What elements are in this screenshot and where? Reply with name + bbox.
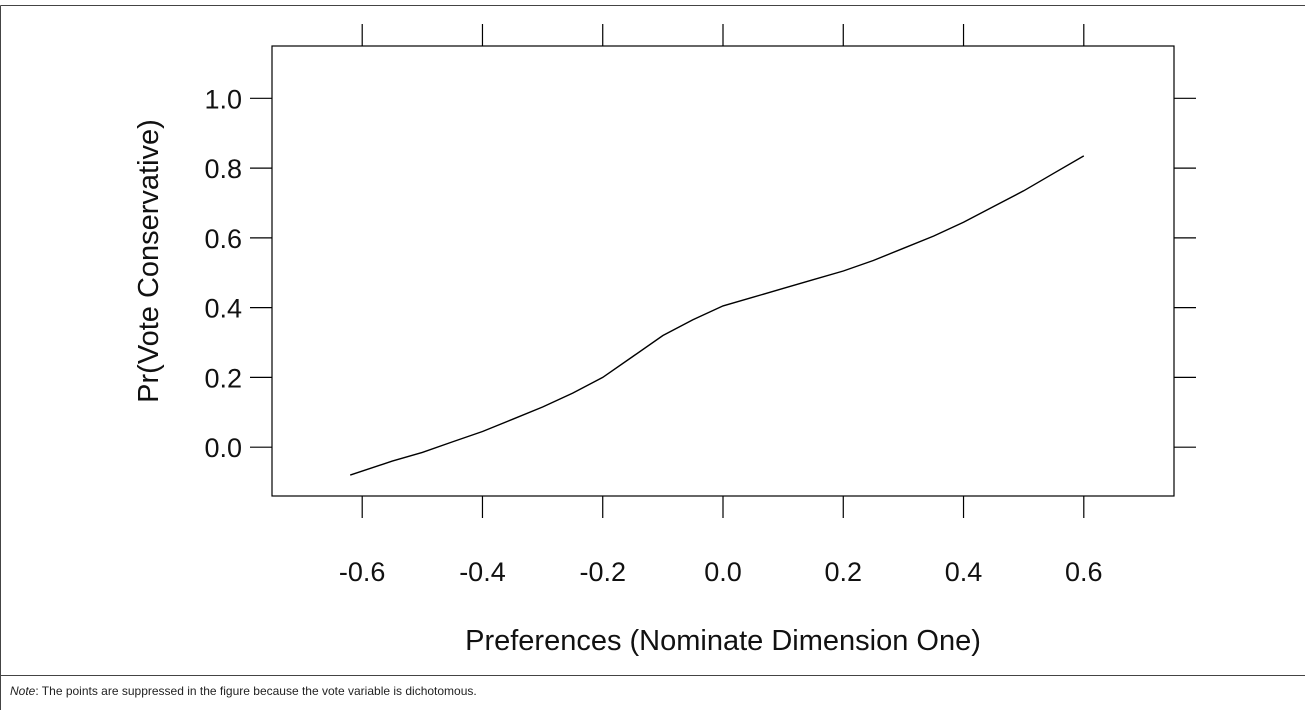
series-line: [349, 155, 1085, 476]
x-tick-label: 0.6: [1065, 557, 1103, 587]
tick-marks: [250, 24, 1196, 518]
y-tick-label: 0.8: [204, 154, 242, 184]
x-tick-label: 0.2: [824, 557, 862, 587]
x-tick-label: -0.2: [579, 557, 626, 587]
tick-labels: -0.6 -0.4 -0.2 0.0 0.2 0.4 0.6 0.0 0.2 0.4 0.6 0.8 1…: [204, 84, 1102, 587]
figure-note: Note: The points are suppressed in the f…: [10, 684, 477, 698]
x-axis-title: Preferences (Nominate Dimension One): [465, 625, 981, 657]
x-tick-label: 0.4: [945, 557, 983, 587]
y-tick-label: 0.2: [204, 363, 242, 393]
x-tick-label: -0.4: [459, 557, 506, 587]
y-tick-label: 0.4: [204, 294, 242, 324]
plot-area-border: [271, 45, 1175, 497]
note-text: : The points are suppressed in the figur…: [35, 684, 477, 698]
x-tick-label: 0.0: [704, 557, 742, 587]
note-label: Note: [10, 684, 36, 698]
y-tick-label: 0.0: [204, 433, 242, 463]
chart-svg: -0.6 -0.4 -0.2 0.0 0.2 0.4 0.6 0.0 0.2 0.4 0.6 0.8 1…: [133, 24, 1196, 657]
x-tick-label: -0.6: [339, 557, 386, 587]
y-tick-label: 1.0: [204, 84, 242, 114]
y-axis-title: Pr(Vote Conservative): [133, 119, 165, 403]
y-tick-label: 0.6: [204, 224, 242, 254]
